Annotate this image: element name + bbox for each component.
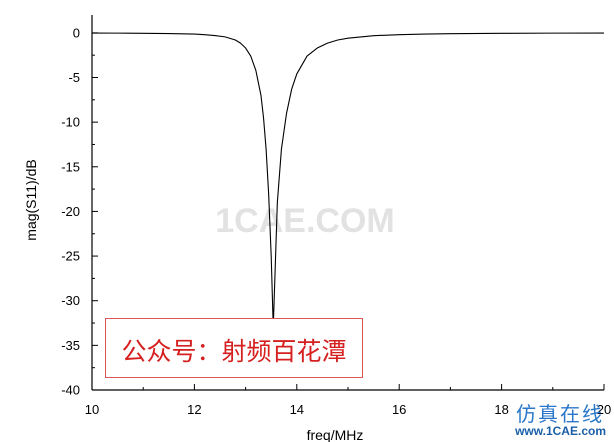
- y-tick-label: -30: [61, 293, 80, 308]
- axes: 0 -5 -10 -15 -20 -25 -30 -35 -40 10 12 14 16 18 20: [61, 15, 611, 417]
- watermark: 1CAE.COM: [215, 202, 394, 240]
- y-tick-label: -20: [61, 204, 80, 219]
- site-logo-title: 仿真在线: [516, 402, 604, 426]
- annotation-text: 公众号：射频百花潭: [121, 337, 347, 366]
- x-tick-label: 12: [187, 402, 201, 417]
- watermark-text: 1CAE.COM: [215, 202, 394, 240]
- y-tick-label: -10: [61, 115, 80, 130]
- x-tick-label: 16: [392, 402, 406, 417]
- x-tick-label: 18: [494, 402, 508, 417]
- y-tick-label: 0: [73, 25, 80, 40]
- y-tick-label: -35: [61, 338, 80, 353]
- plot-area: [91, 32, 605, 329]
- y-tick-label: -5: [68, 70, 80, 85]
- series-line: [91, 32, 605, 329]
- x-axis-title: freq/MHz: [307, 427, 364, 442]
- y-tick-label: -25: [61, 249, 80, 264]
- annotation-box: 公众号：射频百花潭: [105, 318, 363, 378]
- site-logo: 仿真在线 www.1CAE.com: [486, 398, 606, 438]
- y-tick-label: -15: [61, 159, 80, 174]
- x-tick-label: 10: [85, 402, 99, 417]
- x-tick-label: 20: [597, 402, 611, 417]
- y-tick-label: -40: [61, 383, 80, 398]
- site-logo-url: www.1CAE.com: [515, 424, 606, 438]
- y-axis-title: mag(S11)/dB: [23, 159, 39, 240]
- x-tick-label: 14: [290, 402, 304, 417]
